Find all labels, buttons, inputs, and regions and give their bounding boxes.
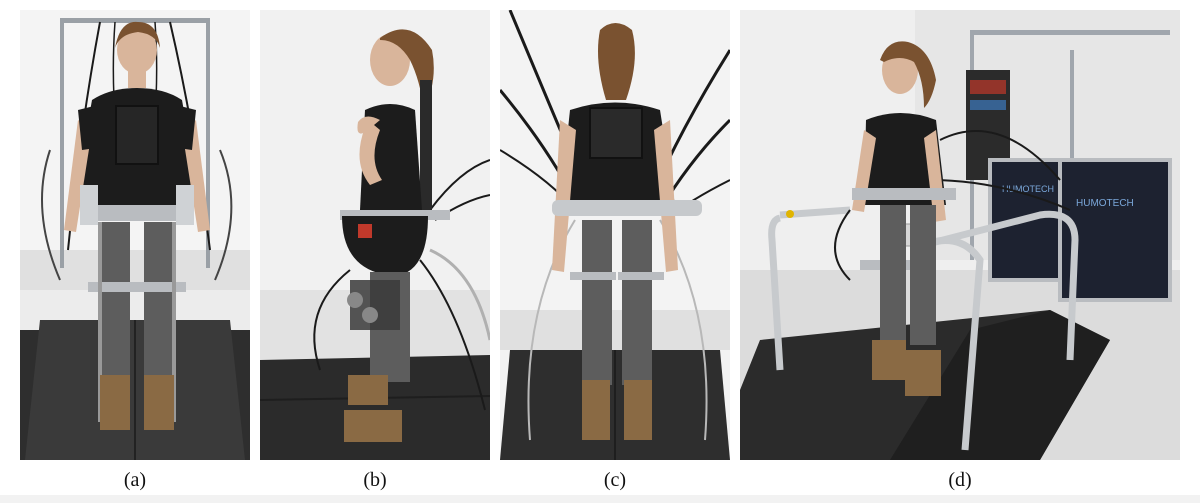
caption-panel-a: (a)	[123, 469, 147, 491]
photo-panel-b-side-view	[260, 10, 490, 460]
case-right-brand-label: HUMOTECH	[1076, 198, 1134, 209]
caption-panel-c: (c)	[603, 469, 627, 491]
bottom-strip	[0, 495, 1200, 503]
case-left-brand-label: HUMOTECH	[1002, 184, 1054, 194]
caption-panel-d: (d)	[948, 469, 972, 491]
caption-panel-b: (b)	[363, 469, 387, 491]
photo-panel-a-front-view	[20, 10, 250, 460]
photo-panel-c-back-view	[500, 10, 730, 460]
photo-panel-d-three-quarter-view: HUMOTECH HUMOTECH	[740, 10, 1180, 460]
